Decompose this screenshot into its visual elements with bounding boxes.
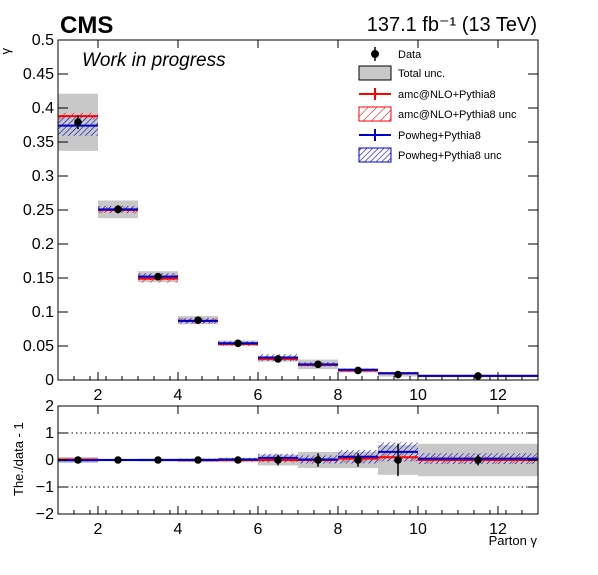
x-tick-label-0: 2 <box>94 521 103 538</box>
x-tick-label-4: 10 <box>409 387 427 404</box>
legend-label-total-unc: Total unc. <box>398 68 445 80</box>
main-panel: 2 4 6 8 10 12 0 0.05 0.1 0.15 0.2 0.25 0.3 0.35 0.4 0.4… <box>0 32 538 404</box>
legend-data: Data <box>371 47 422 61</box>
data-point-5 <box>274 456 282 464</box>
data-point-9 <box>474 456 482 464</box>
y-tick-label-6: 0.3 <box>32 168 54 185</box>
x-tick-label-4: 10 <box>409 521 427 538</box>
data-point-3 <box>194 456 202 464</box>
legend-label-powheg: Powheg+Pythia8 <box>398 130 481 142</box>
x-tick-label-5: 12 <box>489 387 507 404</box>
y-tick-label-5: 0.25 <box>23 202 54 219</box>
y-tick-label-2: 0.1 <box>32 304 54 321</box>
experiment-label: CMS <box>60 12 113 39</box>
y-tick-label-3: 1 <box>45 425 54 442</box>
data-point-5 <box>274 355 282 363</box>
legend-label-powheg-unc: Powheg+Pythia8 unc <box>398 150 502 162</box>
legend-label-amc: amc@NLO+Pythia8 <box>398 89 496 101</box>
y-tick-label-4: 2 <box>45 398 54 415</box>
luminosity-label: 137.1 fb⁻¹ (13 TeV) <box>367 14 537 36</box>
data-point-2 <box>154 273 162 281</box>
legend-powheg-unc: Powheg+Pythia8 unc <box>359 148 502 162</box>
data-point-1 <box>114 456 122 464</box>
data-point-9 <box>474 372 482 380</box>
data-point-2 <box>154 456 162 464</box>
data-point-3 <box>194 316 202 324</box>
data-point-8 <box>394 371 402 379</box>
y-tick-label-2: 0 <box>45 452 54 469</box>
data-point-4 <box>234 456 242 464</box>
ratio-xlabel: Parton γ <box>489 533 538 548</box>
legend-amc-unc: amc@NLO+Pythia8 unc <box>359 107 517 121</box>
data-point-7 <box>354 367 362 375</box>
y-tick-label-0: 0 <box>45 372 54 389</box>
ratio-ylabel: The./data - 1 <box>11 422 26 496</box>
y-tick-label-7: 0.35 <box>23 134 54 151</box>
x-tick-label-2: 6 <box>254 521 263 538</box>
ratio-marks <box>58 433 538 487</box>
x-tick-label-1: 4 <box>174 387 183 404</box>
y-tick-label-8: 0.4 <box>32 100 54 117</box>
x-tick-label-3: 8 <box>334 521 343 538</box>
legend-amc: amc@NLO+Pythia8 <box>359 88 496 101</box>
y-tick-label-4: 0.2 <box>32 236 54 253</box>
x-tick-label-3: 8 <box>334 387 343 404</box>
x-tick-label-2: 6 <box>254 387 263 404</box>
legend-label-amc-unc: amc@NLO+Pythia8 unc <box>398 109 517 121</box>
data-point-6 <box>314 456 322 464</box>
legend: Data Total unc. amc@NLO+Pythia8 amc@NLO+… <box>359 47 517 162</box>
y-tick-label-10: 0.5 <box>32 32 54 49</box>
x-tick-label-1: 4 <box>174 521 183 538</box>
y-tick-label-9: 0.45 <box>23 66 54 83</box>
data-point-8 <box>394 456 402 464</box>
y-tick-label-0: −2 <box>36 506 54 523</box>
data-point-1 <box>114 206 122 214</box>
status-label: Work in progress <box>82 50 226 71</box>
legend-total-unc: Total unc. <box>359 66 445 80</box>
legend-powheg: Powheg+Pythia8 <box>359 129 481 142</box>
y-tick-label-3: 0.15 <box>23 270 54 287</box>
data-point-7 <box>354 456 362 464</box>
data-point-0 <box>74 118 82 126</box>
legend-label-data: Data <box>398 49 422 61</box>
main-ylabel: γ <box>0 48 13 55</box>
x-tick-label-0: 2 <box>94 387 103 404</box>
data-point-0 <box>74 456 82 464</box>
y-tick-label-1: 0.05 <box>23 338 54 355</box>
data-point-4 <box>234 339 242 347</box>
y-tick-label-1: −1 <box>36 479 54 496</box>
data-point-6 <box>314 361 322 369</box>
